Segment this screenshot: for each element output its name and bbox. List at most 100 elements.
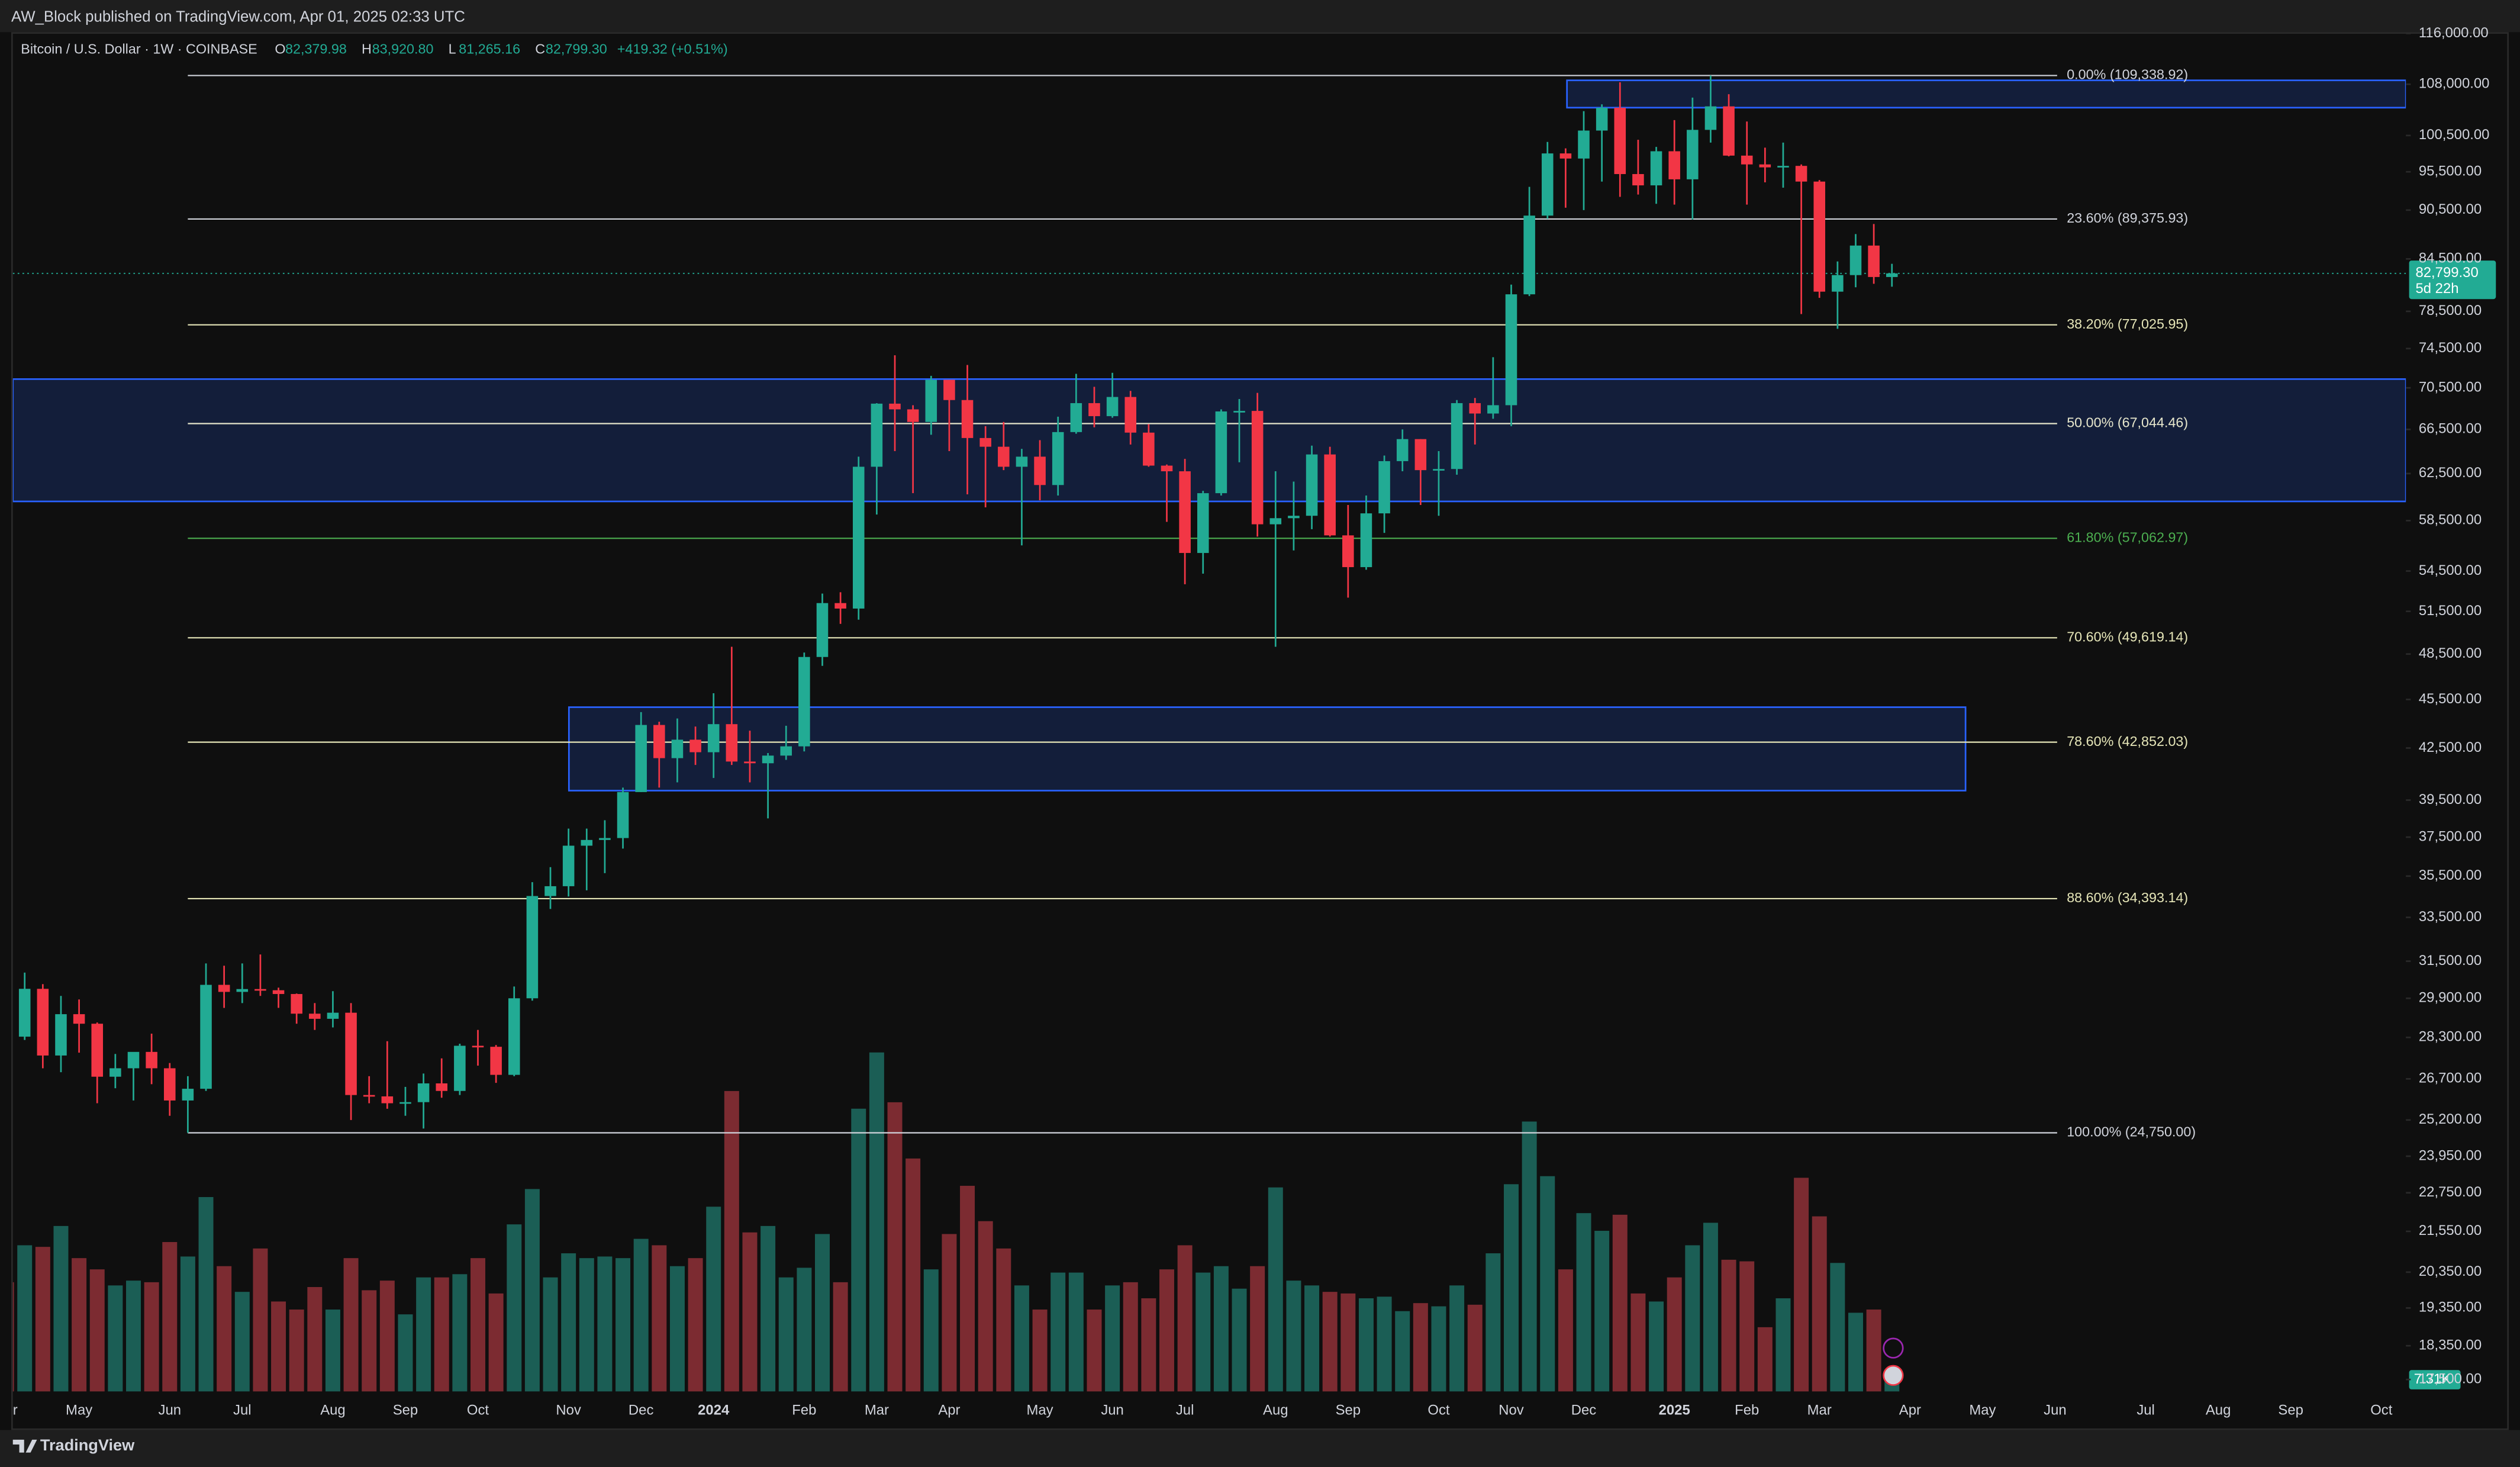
y-tick-label: 51,500.00 [2419, 603, 2482, 619]
candle-body [37, 989, 49, 1056]
zone [568, 706, 1967, 792]
candle-body [871, 403, 883, 467]
candle-body [653, 725, 665, 758]
candle-body [581, 839, 593, 846]
x-tick-label: Oct [2370, 1402, 2393, 1418]
x-tick-label: 2024 [698, 1402, 730, 1418]
x-tick-label: Apr [938, 1402, 960, 1418]
candle-body [1396, 439, 1409, 461]
volume-bar [633, 1238, 649, 1392]
legend-key: O [275, 41, 285, 56]
volume-bar [1848, 1312, 1863, 1392]
x-tick-label: Nov [556, 1402, 581, 1418]
candle-body [998, 446, 1010, 467]
x-tick-label: Aug [1263, 1402, 1288, 1418]
volume-bar [869, 1052, 884, 1392]
y-tick-label: 95,500.00 [2419, 163, 2482, 179]
x-tick-label: Aug [2206, 1402, 2231, 1418]
volume-bar [960, 1186, 975, 1392]
volume-bar [1195, 1272, 1211, 1392]
x-tick-label: Feb [1735, 1402, 1759, 1418]
candle-body [436, 1083, 448, 1091]
legend-change: +419.32 (+0.51%) [617, 41, 728, 56]
last-price-label: 82,799.30 [2415, 265, 2478, 281]
fib-label: 100.00% (24,750.00) [2067, 1124, 2196, 1140]
candle-body [1269, 518, 1282, 525]
volume-bar [1449, 1285, 1465, 1392]
volume-bar [1630, 1293, 1646, 1392]
volume-bar [1485, 1253, 1501, 1392]
volume-bar [1612, 1214, 1628, 1392]
y-tick-label: 48,500.00 [2419, 645, 2482, 661]
candle-body [1505, 294, 1517, 406]
volume-bar [1667, 1277, 1682, 1392]
volume-bar [1431, 1306, 1446, 1392]
bottom-bar [0, 1430, 2520, 1467]
candle-body [163, 1068, 176, 1101]
x-tick-label: Jul [2136, 1402, 2155, 1418]
x-tick-label: May [66, 1402, 92, 1418]
volume-bar [688, 1258, 703, 1392]
candle-body [200, 985, 212, 1089]
y-tick-label: 20,350.00 [2419, 1263, 2482, 1279]
y-tick-label: 23,950.00 [2419, 1147, 2482, 1163]
x-tick-label: Sep [393, 1402, 418, 1418]
volume-bar [1866, 1310, 1881, 1392]
candle-body [617, 792, 629, 838]
candle-body [961, 400, 974, 438]
candle-body [744, 761, 756, 764]
candle-body [1070, 403, 1082, 432]
candle-body [1052, 432, 1064, 485]
volume-bar [362, 1290, 377, 1392]
candle-body [544, 886, 556, 896]
candle-body [1668, 151, 1680, 179]
x-tick-label: Oct [467, 1402, 489, 1418]
y-tick-label: 17,500.00 [2419, 1371, 2482, 1387]
volume-label: 7.31K [2414, 1371, 2451, 1387]
candle-body [291, 994, 302, 1014]
legend-value: 82,379.98 [285, 41, 347, 56]
candle-body [562, 845, 575, 886]
candle-body [762, 755, 774, 764]
y-tick-label: 42,500.00 [2419, 739, 2482, 755]
candle-body [689, 739, 701, 752]
candle-body [490, 1047, 502, 1075]
candle-body [1632, 174, 1644, 186]
candle-body [127, 1051, 140, 1069]
candle-body [1687, 130, 1699, 179]
candle-body [1559, 153, 1572, 159]
candle-body [18, 989, 31, 1037]
volume-bar [579, 1258, 594, 1392]
fib-label: 23.60% (89,375.93) [2067, 210, 2188, 226]
volume-bar [1159, 1269, 1174, 1392]
candle-body [671, 739, 684, 758]
candle-body [1378, 461, 1390, 514]
volume-bar [1177, 1245, 1193, 1392]
volume-bar [1087, 1310, 1102, 1392]
volume-bar [17, 1245, 33, 1392]
volume-bar [416, 1277, 431, 1392]
candle-body [526, 896, 539, 999]
volume-bar [1685, 1245, 1700, 1392]
legend-value: 81,265.16 [459, 41, 520, 56]
candle-body [1143, 432, 1155, 466]
x-tick-label: Aug [320, 1402, 345, 1418]
volume-bar [379, 1281, 395, 1392]
y-tick-label: 78,500.00 [2419, 303, 2482, 319]
volume-bar [778, 1277, 794, 1392]
y-tick-label: 100,500.00 [2419, 127, 2490, 143]
candle-body [1251, 411, 1264, 525]
candle-body [834, 603, 846, 609]
volume-bar [434, 1277, 449, 1392]
volume-bar [1068, 1272, 1084, 1392]
candle-body [1759, 164, 1771, 168]
volume-bar [652, 1245, 667, 1392]
volume-bar [234, 1292, 250, 1392]
volume-bar [507, 1224, 522, 1392]
candle-body [1360, 513, 1372, 567]
candle-body [1124, 397, 1137, 433]
y-tick-label: 18,350.00 [2419, 1337, 2482, 1353]
